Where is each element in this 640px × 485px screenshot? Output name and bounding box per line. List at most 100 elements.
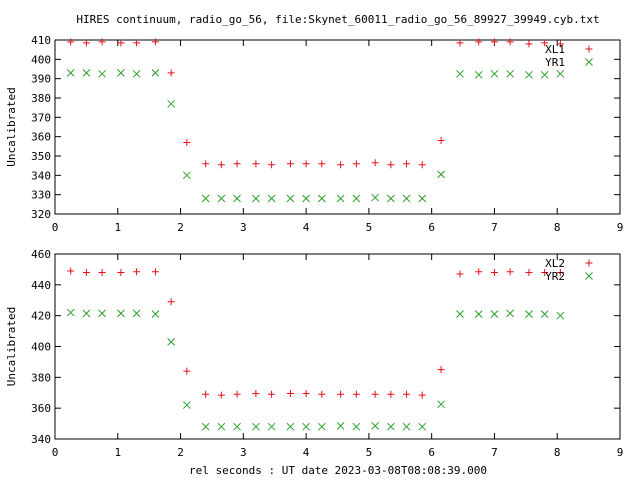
data-point: [82, 309, 91, 318]
data-point: [217, 422, 226, 431]
data-point: [132, 69, 141, 78]
plot-frame: [54, 253, 621, 440]
data-point: [286, 160, 294, 168]
data-point: [418, 391, 426, 399]
data-point: [540, 310, 549, 318]
data-point: [371, 193, 380, 202]
data-point: [371, 422, 380, 430]
data-point: [403, 390, 411, 398]
data-point: [418, 194, 427, 203]
data-point: [302, 422, 310, 431]
y-tick-label: 400: [31, 53, 51, 66]
data-point: [286, 194, 295, 203]
top-plot: 0 1 2 3 4 5 6 7 8 9 320 330 340 350 360 370 380 390 400 410…: [5, 34, 623, 234]
data-point: [233, 160, 241, 168]
x-tick-label: 3: [240, 446, 247, 459]
data-point: [371, 390, 379, 398]
legend-label: YR2: [545, 270, 565, 283]
y-tick-label: 320: [31, 208, 51, 221]
y-tick-label: 340: [31, 169, 51, 182]
data-point: [475, 38, 483, 46]
data-point: [456, 39, 464, 47]
x-tick-label: 7: [491, 446, 498, 459]
data-point: [98, 38, 106, 46]
data-point: [252, 194, 260, 203]
x-axis-label: rel seconds : UT date 2023-03-08T08:08:3…: [189, 464, 487, 477]
data-point: [337, 161, 345, 169]
data-point: [490, 69, 499, 78]
data-point: [182, 171, 191, 180]
y-tick-label: 410: [31, 34, 51, 47]
data-point: [418, 161, 426, 169]
data-point: [352, 194, 361, 203]
data-point: [151, 69, 160, 77]
x-tick-label: 3: [240, 221, 247, 234]
x-tick-label: 0: [52, 221, 59, 234]
data-point: [151, 310, 160, 318]
data-point: [117, 309, 125, 318]
data-point: [336, 422, 345, 430]
x-tick-label: 4: [303, 446, 310, 459]
data-point: [317, 194, 326, 203]
x-tick-label: 2: [177, 221, 184, 234]
data-point: [541, 39, 549, 47]
data-point: [217, 194, 226, 203]
data-point: [418, 422, 427, 431]
y-tick-label: 390: [31, 73, 51, 86]
y-tick-label: 380: [31, 371, 51, 384]
legend-label: YR1: [545, 56, 565, 69]
data-point: [252, 160, 260, 168]
y-axis-label: Uncalibrated: [5, 307, 18, 386]
data-point: [387, 161, 395, 169]
data-point: [167, 338, 175, 346]
data-point: [371, 159, 379, 167]
data-point: [132, 309, 141, 318]
data-point: [98, 69, 106, 78]
data-point: [133, 39, 141, 47]
x-tick-label: 4: [303, 221, 310, 234]
x-tick-label: 5: [366, 446, 373, 459]
legend-marker: [585, 272, 593, 280]
data-point: [98, 269, 106, 276]
x-tick-label: 1: [114, 221, 121, 234]
y-tick-label: 340: [31, 433, 51, 446]
data-point: [286, 390, 294, 398]
data-point: [506, 38, 514, 46]
chart-title: HIRES continuum, radio_go_56, file:Skyne…: [76, 13, 599, 26]
y-tick-label: 380: [31, 92, 51, 105]
data-point: [525, 310, 533, 318]
data-point: [474, 70, 483, 79]
data-point: [506, 268, 514, 276]
data-point: [556, 311, 565, 320]
data-point: [556, 40, 564, 48]
data-point: [352, 160, 360, 168]
data-point: [117, 69, 125, 77]
data-point: [456, 69, 464, 78]
y-tick-label: 360: [31, 131, 51, 144]
data-point: [167, 69, 175, 77]
data-point: [167, 99, 175, 108]
x-tick-label: 9: [617, 221, 624, 234]
plot-frame: [54, 39, 621, 215]
data-point: [82, 69, 91, 77]
y-tick-label: 400: [31, 341, 51, 354]
y-tick-label: 360: [31, 402, 51, 415]
data-point: [318, 160, 326, 168]
data-point: [202, 390, 210, 398]
data-point: [82, 39, 90, 47]
data-point: [506, 69, 514, 78]
x-tick-label: 9: [617, 446, 624, 459]
data-point: [217, 161, 225, 169]
y-tick-label: 420: [31, 310, 51, 323]
data-point: [437, 170, 445, 179]
data-point: [217, 391, 225, 399]
data-point: [490, 310, 499, 318]
data-point: [490, 269, 498, 276]
data-point: [525, 269, 533, 276]
data-point: [402, 194, 411, 203]
y-tick-label: 350: [31, 150, 51, 163]
legend-marker: [585, 58, 593, 66]
data-point: [456, 310, 464, 318]
